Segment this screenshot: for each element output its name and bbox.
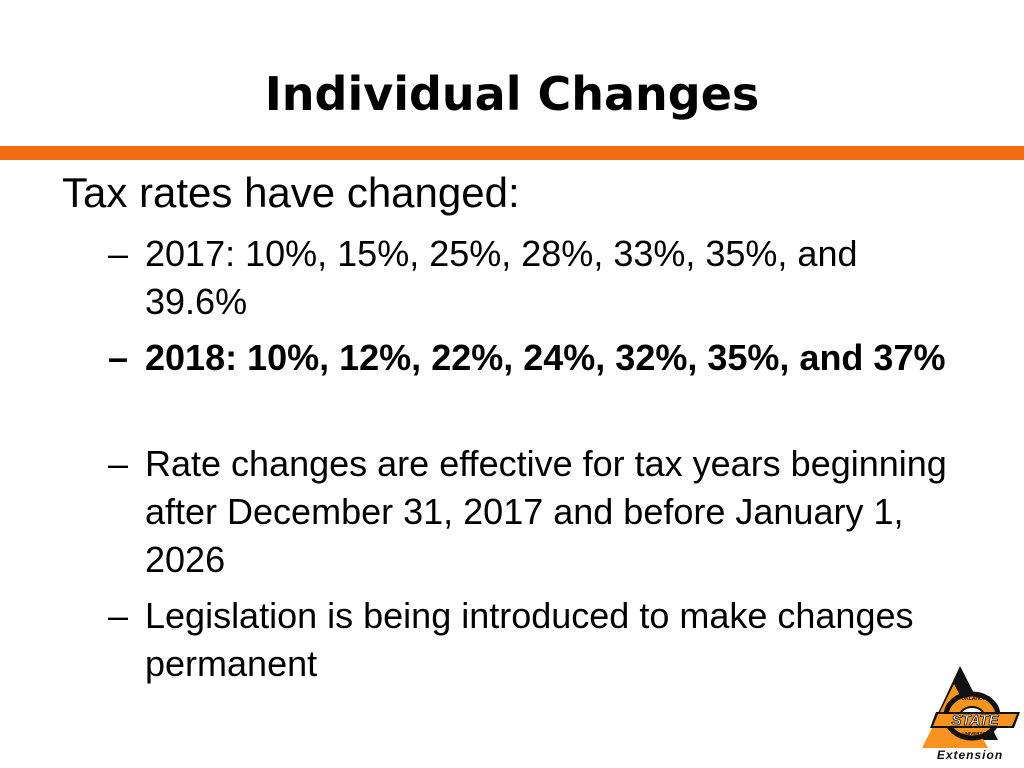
bullet-item-2017: – 2017: 10%, 15%, 25%, 28%, 33%, 35%, an…: [108, 230, 968, 326]
bullet-dash: –: [108, 337, 129, 378]
bullet-dash: –: [108, 595, 129, 636]
slide-title: Individual Changes: [264, 67, 760, 121]
bullet-text: Legislation is being introduced to make …: [145, 595, 914, 684]
bullet-dash: –: [108, 443, 129, 484]
bullet-text: 2018: 10%, 12%, 22%, 24%, 32%, 35%, and …: [145, 337, 946, 378]
logo-sub-text: UNIVERSITY: [962, 731, 989, 736]
bullet-text: 2017: 10%, 15%, 25%, 28%, 33%, 35%, and …: [145, 233, 858, 322]
osu-extension-logo: STATE OKLAHOMA UNIVERSITY Extension: [922, 666, 1020, 762]
logo-footer-text: Extension: [937, 748, 1003, 762]
bullet-item-effective-dates: – Rate changes are effective for tax yea…: [108, 440, 968, 584]
bullet-item-legislation: – Legislation is being introduced to mak…: [108, 592, 968, 688]
logo-main-text: STATE: [952, 712, 1000, 729]
bullet-text: Rate changes are effective for tax years…: [145, 443, 947, 580]
bullet-heading: Tax rates have changed:: [62, 169, 520, 216]
orange-divider: [0, 146, 1024, 160]
bullet-item-2018: – 2018: 10%, 12%, 22%, 24%, 32%, 35%, an…: [108, 334, 968, 382]
bullet-dash: –: [108, 233, 129, 274]
logo-top-text: OKLAHOMA: [961, 696, 991, 702]
